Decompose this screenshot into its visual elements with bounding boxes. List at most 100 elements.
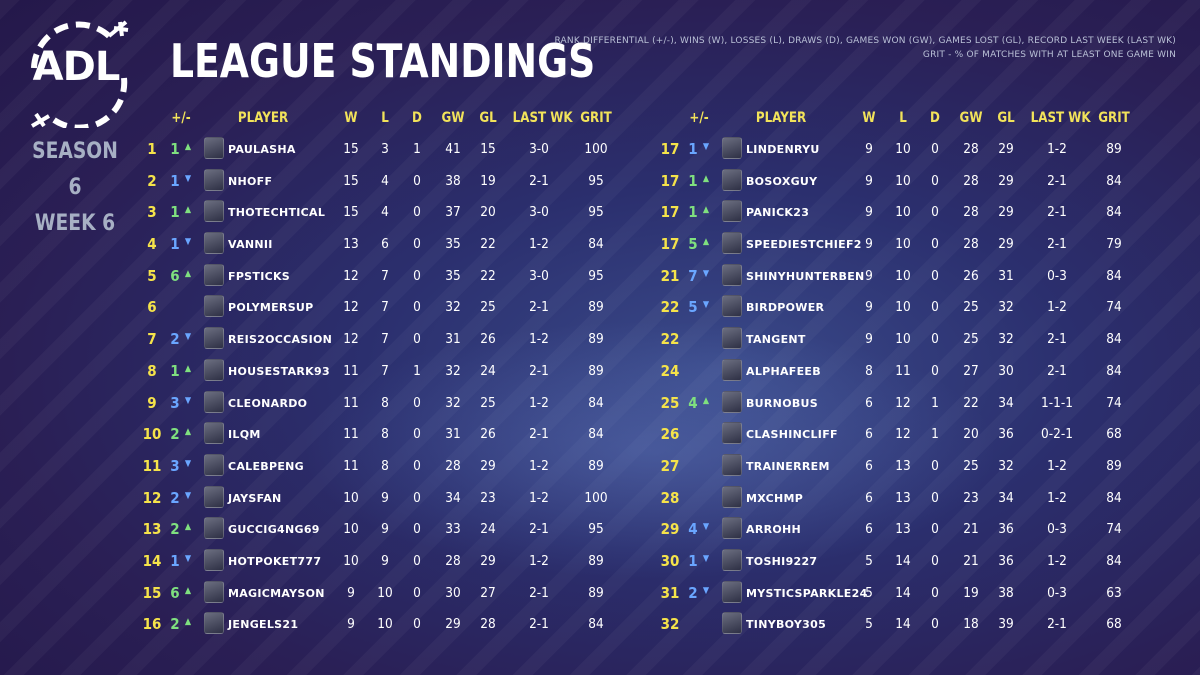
gw-cell: 35 <box>445 236 461 253</box>
down-arrow-icon: ▼ <box>184 458 192 469</box>
page-title: LEAGUE STANDINGS <box>170 34 596 88</box>
player-name-cell: NHOFF <box>228 174 273 188</box>
avatar <box>204 358 224 381</box>
d-cell: 0 <box>931 299 939 316</box>
w-cell: 6 <box>865 457 873 474</box>
legend-line-2: GRIT - % OF MATCHES WITH AT LEAST ONE GA… <box>922 50 1176 60</box>
gl-cell: 29 <box>998 172 1014 189</box>
rank-cell: 17 <box>660 235 680 254</box>
gw-cell: 27 <box>963 362 979 379</box>
grit-cell: 89 <box>588 299 604 316</box>
rank-cell: 10 <box>142 425 162 444</box>
d-cell: 0 <box>413 489 421 506</box>
lastwk-cell: 2-1 <box>1047 172 1067 189</box>
gw-cell: 20 <box>963 426 979 443</box>
avatar <box>722 232 742 255</box>
gw-cell: 33 <box>445 521 461 538</box>
header-l: L <box>381 110 389 126</box>
lastwk-cell: 3-0 <box>529 267 549 284</box>
gl-cell: 36 <box>998 552 1014 569</box>
w-cell: 10 <box>343 552 359 569</box>
gw-cell: 37 <box>445 204 461 221</box>
lastwk-cell: 2-1 <box>1047 616 1067 633</box>
d-cell: 0 <box>931 141 939 157</box>
avatar <box>204 548 224 571</box>
lastwk-cell: 2-1 <box>529 172 549 189</box>
down-arrow-icon: ▼ <box>184 490 192 501</box>
header-l: L <box>899 110 907 126</box>
lastwk-cell: 1-2 <box>529 552 549 569</box>
gw-cell: 35 <box>445 267 461 284</box>
l-cell: 6 <box>381 236 389 253</box>
gl-cell: 29 <box>480 552 496 569</box>
lastwk-cell: 3-0 <box>529 204 549 221</box>
gw-cell: 22 <box>963 394 979 411</box>
d-cell: 0 <box>413 584 421 601</box>
gl-cell: 29 <box>480 457 496 474</box>
d-cell: 1 <box>413 141 421 157</box>
up-arrow-icon: ▲ <box>184 268 192 279</box>
d-cell: 0 <box>931 521 939 538</box>
gl-cell: 34 <box>998 489 1014 506</box>
player-name-cell: CALEBPENG <box>228 459 305 473</box>
grit-cell: 89 <box>588 584 604 601</box>
d-cell: 0 <box>931 204 939 221</box>
gw-cell: 25 <box>963 299 979 316</box>
d-cell: 0 <box>413 457 421 474</box>
l-cell: 9 <box>381 552 389 569</box>
w-cell: 9 <box>865 236 873 253</box>
gl-cell: 32 <box>998 331 1014 348</box>
adl-logo <box>30 20 129 128</box>
grit-cell: 89 <box>588 457 604 474</box>
l-cell: 7 <box>381 362 389 379</box>
w-cell: 8 <box>865 362 873 379</box>
rank-diff-cell: 2 <box>688 583 698 602</box>
avatar <box>204 168 224 191</box>
player-name-cell: VANNII <box>228 238 273 252</box>
d-cell: 0 <box>413 236 421 253</box>
rank-diff-cell: 1 <box>170 140 180 158</box>
rank-diff-cell: 1 <box>688 203 698 222</box>
week-label: WEEK 6 <box>34 211 116 236</box>
gw-cell: 41 <box>445 141 461 157</box>
header-w: W <box>862 110 876 126</box>
l-cell: 10 <box>377 616 393 633</box>
player-name-cell: ALPHAFEEB <box>746 364 821 378</box>
d-cell: 0 <box>931 362 939 379</box>
header-player: PLAYER <box>755 110 807 126</box>
gl-cell: 34 <box>998 394 1014 411</box>
d-cell: 0 <box>931 552 939 569</box>
d-cell: 0 <box>931 616 939 633</box>
w-cell: 11 <box>343 394 359 411</box>
header-w: W <box>344 110 358 126</box>
grit-cell: 95 <box>588 204 604 221</box>
gl-cell: 38 <box>998 584 1014 601</box>
w-cell: 15 <box>343 204 359 221</box>
grit-cell: 100 <box>584 141 608 157</box>
w-cell: 6 <box>865 521 873 538</box>
w-cell: 13 <box>343 236 359 253</box>
up-arrow-icon: ▲ <box>184 142 192 152</box>
player-name-cell: MAGICMAYSON <box>228 586 325 600</box>
grit-cell: 89 <box>588 331 604 348</box>
lastwk-cell: 1-2 <box>1047 489 1067 506</box>
lastwk-cell: 1-2 <box>1047 141 1067 157</box>
d-cell: 0 <box>931 489 939 506</box>
lastwk-cell: 1-2 <box>529 489 549 506</box>
lastwk-cell: 2-1 <box>1047 236 1067 253</box>
l-cell: 12 <box>895 394 911 411</box>
d-cell: 0 <box>931 267 939 284</box>
avatar <box>722 422 742 445</box>
l-cell: 10 <box>895 204 911 221</box>
rank-diff-cell: 4 <box>688 393 698 412</box>
player-name-cell: SHINYHUNTERBEN <box>746 269 865 283</box>
w-cell: 9 <box>865 172 873 189</box>
player-name-cell: HOTPOKET777 <box>228 554 322 568</box>
d-cell: 0 <box>413 616 421 633</box>
rank-cell: 25 <box>660 393 680 412</box>
w-cell: 11 <box>343 457 359 474</box>
rank-diff-cell: 1 <box>170 551 180 570</box>
rank-cell: 15 <box>142 583 162 602</box>
grit-cell: 84 <box>588 426 604 443</box>
w-cell: 11 <box>343 426 359 443</box>
